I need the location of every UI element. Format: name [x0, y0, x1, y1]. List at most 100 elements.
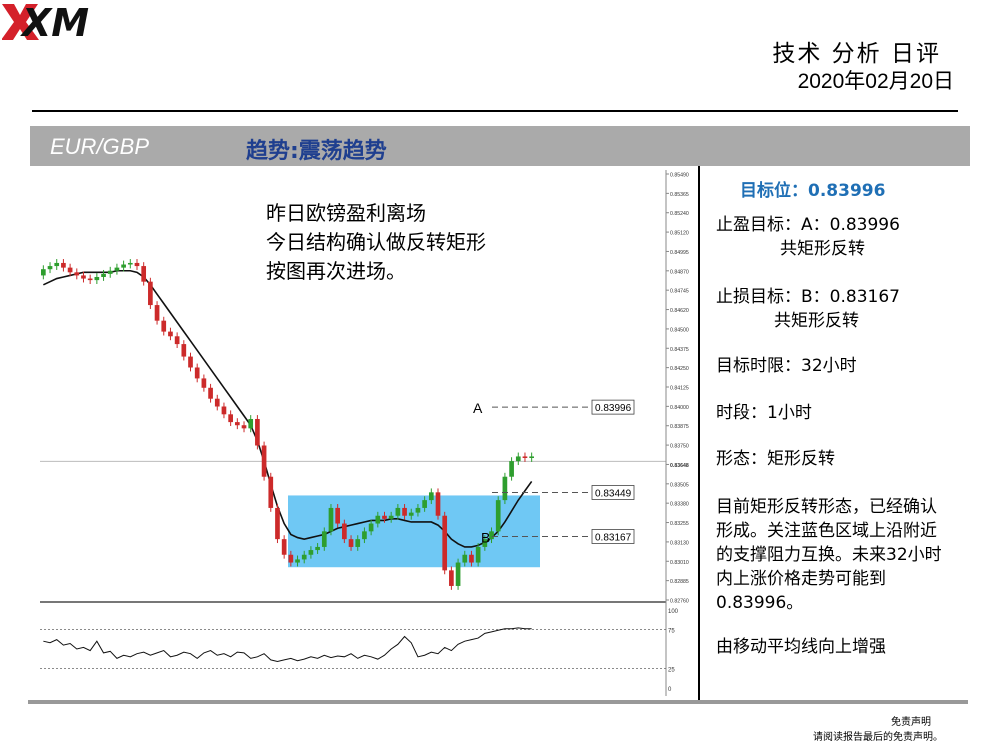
price-tick-label: 0.84250 [670, 366, 689, 372]
price-tick-label: 0.84000 [670, 405, 689, 411]
candle [388, 515, 394, 519]
candle [47, 266, 53, 270]
candle [428, 492, 434, 501]
candle [462, 554, 468, 563]
candle [54, 262, 60, 267]
price-tick-label: 0.85240 [670, 211, 689, 217]
candle [208, 387, 213, 399]
candle [415, 507, 421, 513]
price-tick-label: 0.83648 [670, 463, 689, 469]
candle [281, 539, 287, 555]
title-band [30, 126, 970, 166]
candle [234, 422, 240, 426]
description-line1: 目前矩形反转形态，已经确认 [716, 497, 937, 517]
candle [522, 456, 528, 458]
take-profit: 止盈目标：A：0.83996 [716, 215, 900, 235]
candle [321, 531, 327, 547]
candle [308, 550, 314, 555]
level-letter-b: B [481, 529, 490, 545]
price-tick-label: 0.84500 [670, 327, 689, 333]
candle [94, 276, 100, 281]
description-line5: 0.83996。 [716, 593, 804, 613]
candle [81, 275, 86, 279]
candle [335, 507, 341, 524]
description-line3: 的支撑阻力互换。未来32小时 [716, 545, 942, 565]
price-tick-label: 0.83505 [670, 482, 689, 488]
candle [355, 539, 361, 547]
candle [194, 367, 200, 379]
candle [422, 500, 427, 508]
candle [201, 378, 207, 388]
candle [442, 515, 448, 571]
oscillator-line [43, 627, 532, 662]
candle [228, 414, 233, 423]
oscillator-tick-label: 75 [668, 629, 675, 635]
candle [529, 456, 534, 458]
level-box-b [591, 529, 635, 544]
chart-note-line3: 按图再次进场。 [266, 259, 406, 283]
stop-loss-sub: 共矩形反转 [774, 311, 859, 331]
candle [475, 546, 481, 563]
candle [408, 512, 414, 516]
candle [295, 559, 300, 563]
candle [248, 418, 254, 429]
chart-note-line1: 昨日欧镑盈利离场 [266, 201, 426, 225]
candle [402, 507, 407, 516]
candle [268, 476, 274, 508]
candle [328, 507, 334, 532]
candle [67, 267, 73, 273]
header-divider [32, 110, 958, 112]
oscillator-tick-label: 0 [668, 687, 672, 693]
candle [469, 554, 474, 563]
price-tick-label: 0.84870 [670, 269, 689, 275]
candle [74, 272, 80, 276]
take-profit-sub: 共矩形反转 [780, 239, 865, 259]
candle [87, 278, 93, 281]
price-tick-label: 0.84745 [670, 289, 689, 295]
level-label-b: 0.83167 [595, 532, 632, 543]
price-tick-label: 0.83255 [670, 521, 689, 527]
candle [241, 425, 247, 429]
price-tick-label: 0.84995 [670, 250, 689, 256]
candle [61, 262, 66, 268]
currency-pair: EUR/GBP [50, 134, 150, 159]
time-horizon: 目标时限：32小时 [716, 356, 857, 376]
candle [342, 523, 347, 540]
candle [435, 492, 441, 516]
candle [301, 554, 307, 560]
candle [114, 267, 120, 271]
price-chart: 0.83996 A 0.83449 0.83167 B 0.85490 0.85365 0.… [40, 170, 689, 696]
price-tick-label: 0.85365 [670, 192, 689, 198]
disclaimer-title: 免责声明 [891, 717, 931, 728]
candle [495, 500, 501, 532]
price-tick-label: 0.82760 [670, 599, 689, 605]
price-tick-label: 0.85490 [670, 173, 689, 179]
candle [382, 515, 387, 519]
candle [141, 266, 147, 282]
candle [107, 270, 113, 274]
candle [275, 507, 280, 540]
candle [482, 539, 488, 547]
candle [101, 273, 106, 277]
candle [188, 356, 193, 368]
price-tick-label: 0.82885 [670, 579, 689, 585]
trend-label: 趋势:震荡趋势 [246, 139, 387, 164]
candle [375, 515, 381, 524]
price-tick-label: 0.85120 [670, 231, 689, 237]
stop-loss: 止损目标：B：0.83167 [716, 287, 900, 307]
candle [121, 264, 126, 268]
candle [449, 570, 454, 586]
candle [348, 539, 354, 547]
pattern: 形态：矩形反转 [716, 449, 835, 469]
oscillator-tick-label: 100 [668, 609, 679, 615]
candle [288, 554, 294, 563]
chart-note-line2: 今日结构确认做反转矩形 [266, 230, 486, 254]
price-tick-label: 0.83010 [670, 560, 689, 566]
level-box-a [591, 399, 635, 415]
report-date: 2020年02月20日 [797, 70, 954, 93]
candle [515, 456, 521, 462]
price-tick-label: 0.83750 [670, 444, 689, 450]
price-tick-label: 0.84125 [670, 386, 689, 392]
candle [502, 476, 508, 501]
timeframe: 时段：1小时 [716, 403, 812, 423]
